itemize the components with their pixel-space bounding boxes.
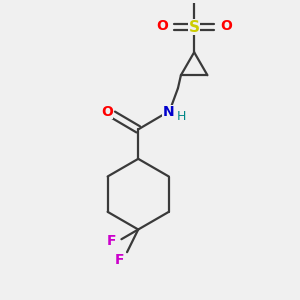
Text: N: N	[163, 105, 174, 119]
Text: S: S	[189, 20, 200, 35]
Text: O: O	[220, 19, 232, 33]
Text: F: F	[107, 234, 116, 248]
Text: O: O	[101, 105, 113, 119]
Text: H: H	[177, 110, 186, 123]
Text: F: F	[114, 253, 124, 267]
Text: O: O	[156, 19, 168, 33]
